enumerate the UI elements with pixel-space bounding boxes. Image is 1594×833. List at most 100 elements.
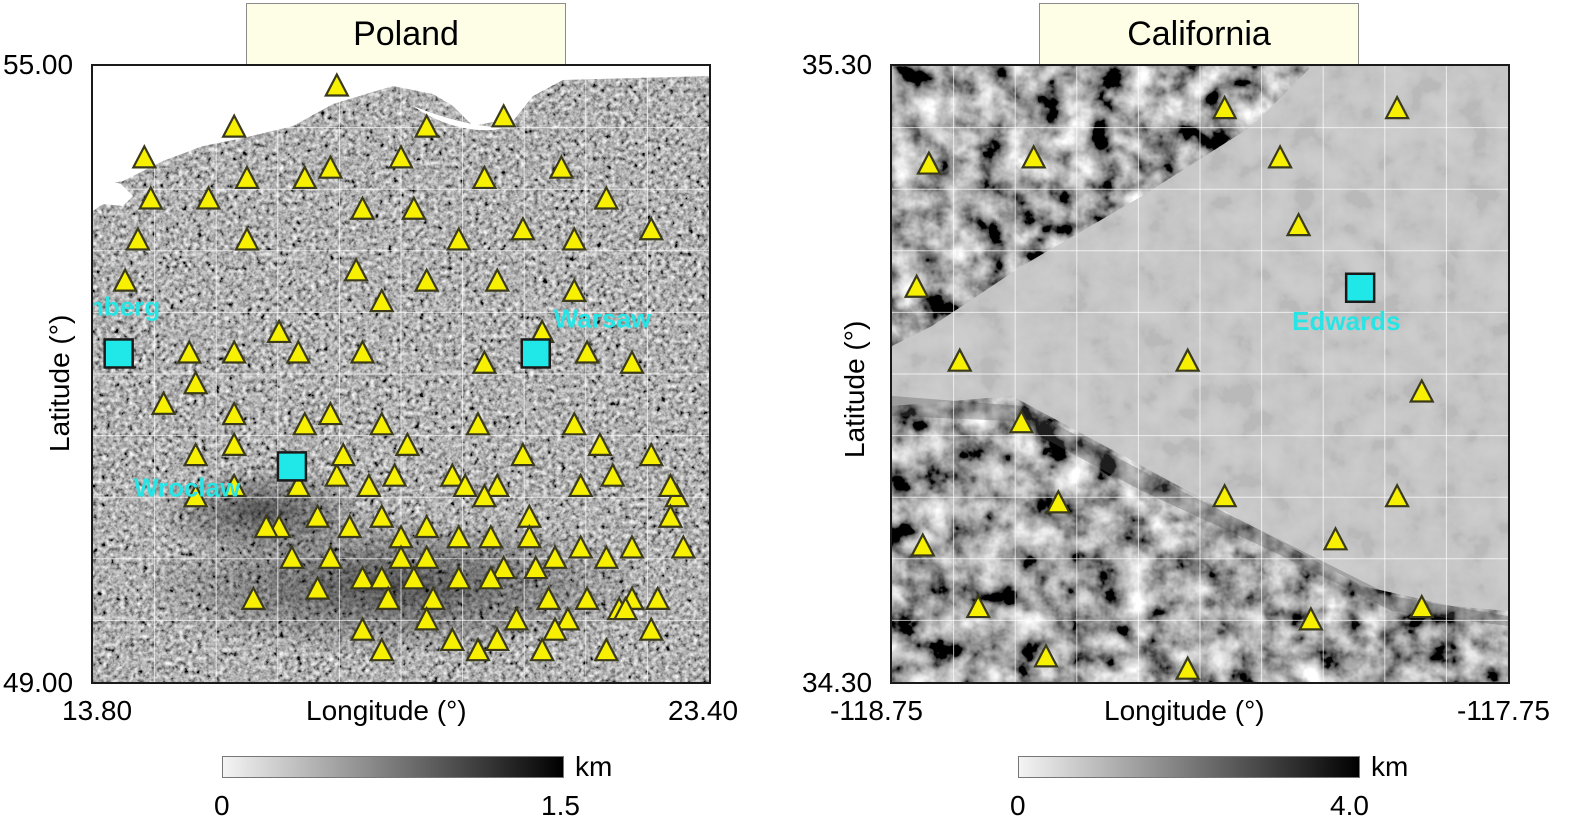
- station-marker: [567, 472, 594, 498]
- colorbar-max: 1.5: [541, 790, 580, 821]
- station-marker: [420, 585, 446, 610]
- panel-title: California: [1039, 3, 1359, 65]
- station-marker: [638, 616, 665, 641]
- station-marker: [401, 564, 427, 590]
- station-marker: [965, 593, 992, 619]
- sudetes-shading: [153, 466, 373, 556]
- station-marker: [1033, 642, 1059, 668]
- city-marker: [276, 451, 308, 482]
- station-marker: [619, 534, 645, 559]
- station-marker: [413, 606, 440, 631]
- station-marker: [478, 523, 504, 549]
- station-marker: [1408, 378, 1435, 403]
- station-marker: [182, 482, 209, 508]
- station-marker: [137, 185, 164, 210]
- x-tick-left: 13.80: [62, 695, 133, 726]
- station-marker: [368, 636, 395, 662]
- station-marker: [1174, 655, 1201, 680]
- station-marker: [112, 267, 138, 292]
- station-marker: [593, 185, 620, 210]
- x-tick-right: -117.75: [1457, 695, 1550, 726]
- station-marker: [561, 410, 588, 436]
- station-marker: [381, 462, 408, 487]
- x-tick-right: 23.40: [668, 695, 739, 726]
- baltic-sea: [93, 66, 709, 186]
- station-marker: [234, 164, 260, 190]
- station-marker: [510, 215, 536, 241]
- station-marker: [304, 575, 331, 600]
- station-marker: [1174, 347, 1201, 372]
- station-marker: [266, 318, 292, 344]
- station-marker: [234, 226, 260, 251]
- station-marker: [349, 195, 376, 220]
- city-marker: [520, 338, 551, 369]
- station-marker: [471, 482, 498, 508]
- x-axis-label: Longitude (°): [306, 695, 467, 726]
- y-tick-bottom: 34.30: [802, 667, 873, 698]
- station-marker: [368, 564, 395, 590]
- station-marker: [670, 534, 697, 559]
- colorbar-unit: km: [1371, 751, 1409, 782]
- california-map: Edwards: [890, 64, 1510, 684]
- station-marker: [529, 636, 555, 662]
- station-marker: [644, 585, 671, 610]
- y-axis-label: Latitude (°): [44, 314, 75, 452]
- station-marker: [336, 513, 363, 539]
- station-marker: [638, 215, 665, 241]
- station-marker: [356, 472, 382, 498]
- station-marker: [253, 513, 280, 539]
- station-marker: [522, 554, 549, 580]
- station-marker: [343, 256, 369, 282]
- station-marker: [561, 226, 588, 251]
- station-marker: [388, 144, 414, 169]
- station-marker: [368, 410, 395, 436]
- station-marker: [484, 267, 511, 292]
- station-marker: [394, 431, 421, 456]
- poland-stations: [112, 72, 697, 662]
- station-marker: [561, 277, 588, 302]
- station-marker: [619, 349, 645, 374]
- station-marker: [593, 544, 620, 569]
- poland-colorbar: [222, 756, 564, 778]
- colorbar-max: 4.0: [1330, 790, 1369, 821]
- california-cities: Edwards: [1292, 272, 1401, 336]
- station-marker: [182, 441, 209, 467]
- station-marker: [324, 72, 350, 97]
- station-marker: [490, 102, 517, 128]
- station-marker: [304, 503, 331, 528]
- station-marker: [221, 431, 247, 456]
- poland-cities: Lindenberg Warsaw Wroclaw: [93, 291, 652, 502]
- station-marker: [503, 606, 530, 631]
- station-marker: [471, 349, 498, 374]
- station-marker: [375, 585, 401, 610]
- california-grid: [892, 66, 1508, 682]
- station-marker: [445, 226, 472, 251]
- station-marker: [471, 164, 498, 190]
- station-marker: [465, 636, 491, 662]
- y-tick-top: 35.30: [802, 49, 873, 80]
- california-stations: [903, 94, 1435, 680]
- city-label: Wroclaw: [134, 472, 241, 502]
- station-marker: [535, 585, 562, 610]
- station-marker: [125, 226, 151, 251]
- station-marker: [368, 287, 395, 313]
- station-marker: [221, 113, 247, 138]
- city-label: Edwards: [1292, 306, 1400, 336]
- station-marker: [657, 472, 684, 498]
- station-marker: [452, 472, 478, 498]
- station-marker: [221, 400, 247, 426]
- station-marker: [909, 532, 936, 557]
- station-marker: [439, 626, 466, 652]
- city-label: Warsaw: [554, 303, 652, 333]
- station-marker: [916, 150, 942, 175]
- poland-terrain-svg: Lindenberg Warsaw Wroclaw: [93, 66, 709, 682]
- station-marker: [1211, 94, 1238, 120]
- station-marker: [548, 154, 575, 179]
- station-marker: [368, 503, 395, 528]
- station-marker: [1408, 593, 1435, 619]
- station-marker: [413, 113, 440, 138]
- station-marker: [413, 267, 440, 292]
- station-marker: [1322, 525, 1349, 551]
- station-marker: [478, 564, 504, 590]
- station-marker: [574, 339, 600, 364]
